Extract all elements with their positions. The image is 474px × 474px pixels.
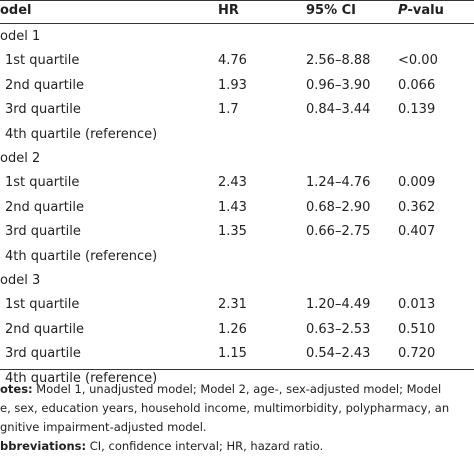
abbreviations-label: bbreviations:: [0, 439, 87, 453]
row-label: 1st quartile: [5, 53, 80, 69]
row-label: 3rd quartile: [5, 102, 81, 118]
header-p-italic: P: [398, 3, 408, 18]
row-label: 2nd quartile: [5, 321, 85, 337]
header-label: odel: [0, 3, 32, 18]
row-label: 3rd quartile: [5, 224, 81, 240]
p-cell: 0.510: [398, 321, 436, 337]
section-label: odel 3: [0, 273, 41, 288]
ci-cell: 0.63–2.53: [306, 321, 371, 337]
header-hr: HR: [218, 3, 239, 18]
section-label: odel 2: [0, 151, 41, 166]
hr-cell: 1.43: [218, 199, 247, 215]
p-cell: 0.013: [398, 297, 436, 313]
p-cell: 0.362: [398, 199, 436, 215]
ci-cell: 0.68–2.90: [306, 199, 371, 215]
ci-cell: 2.56–8.88: [306, 53, 371, 69]
ci-cell: 1.24–4.76: [306, 175, 371, 191]
hr-cell: 1.26: [218, 321, 247, 337]
p-cell: 0.009: [398, 175, 436, 191]
hr-cell: 1.7: [218, 102, 239, 118]
row-label: 1st quartile: [5, 297, 80, 313]
row-label: 2nd quartile: [5, 77, 85, 93]
ci-cell: 0.54–2.43: [306, 346, 371, 362]
header-ci: 95% CI: [306, 3, 357, 18]
row-label: 2nd quartile: [5, 199, 85, 215]
ci-cell: 1.20–4.49: [306, 297, 371, 313]
ci-cell: 0.96–3.90: [306, 77, 371, 93]
row-label: 4th quartile (reference): [5, 370, 158, 386]
notes-line: otes: Model 1, unadjusted model; Model 2…: [0, 381, 441, 397]
p-cell: <0.00: [398, 53, 438, 69]
row-label: 4th quartile (reference): [5, 248, 158, 264]
hr-cell: 4.76: [218, 53, 247, 69]
notes-text: Model 1, unadjusted model; Model 2, age-…: [32, 382, 442, 396]
notes-line: e, sex, education years, household incom…: [0, 401, 450, 415]
abbreviations-line: bbreviations: CI, confidence interval; H…: [0, 438, 323, 454]
hr-cell: 1.15: [218, 346, 247, 362]
row-label: 1st quartile: [5, 175, 80, 191]
hr-cell: 1.35: [218, 224, 247, 240]
section-label: odel 1: [0, 29, 41, 44]
header-p-rest: -valu: [407, 3, 444, 18]
top-rule: [0, 0, 474, 1]
p-cell: 0.139: [398, 102, 436, 118]
notes-label: otes:: [0, 382, 33, 396]
notes-line: gnitive impairment-adjusted model.: [0, 420, 207, 434]
ci-cell: 0.66–2.75: [306, 224, 371, 240]
p-cell: 0.407: [398, 224, 436, 240]
header-p: P-valu: [398, 3, 444, 19]
abbreviations-text: CI, confidence interval; HR, hazard rati…: [86, 439, 324, 453]
bottom-rule: [0, 369, 474, 370]
ci-cell: 0.84–3.44: [306, 102, 371, 118]
hr-cell: 2.43: [218, 175, 247, 191]
header-rule: [0, 23, 474, 24]
hr-cell: 1.93: [218, 77, 247, 93]
row-label: 3rd quartile: [5, 346, 81, 362]
row-label: 4th quartile (reference): [5, 126, 158, 142]
hr-cell: 2.31: [218, 297, 247, 313]
p-cell: 0.720: [398, 346, 436, 362]
p-cell: 0.066: [398, 77, 436, 93]
